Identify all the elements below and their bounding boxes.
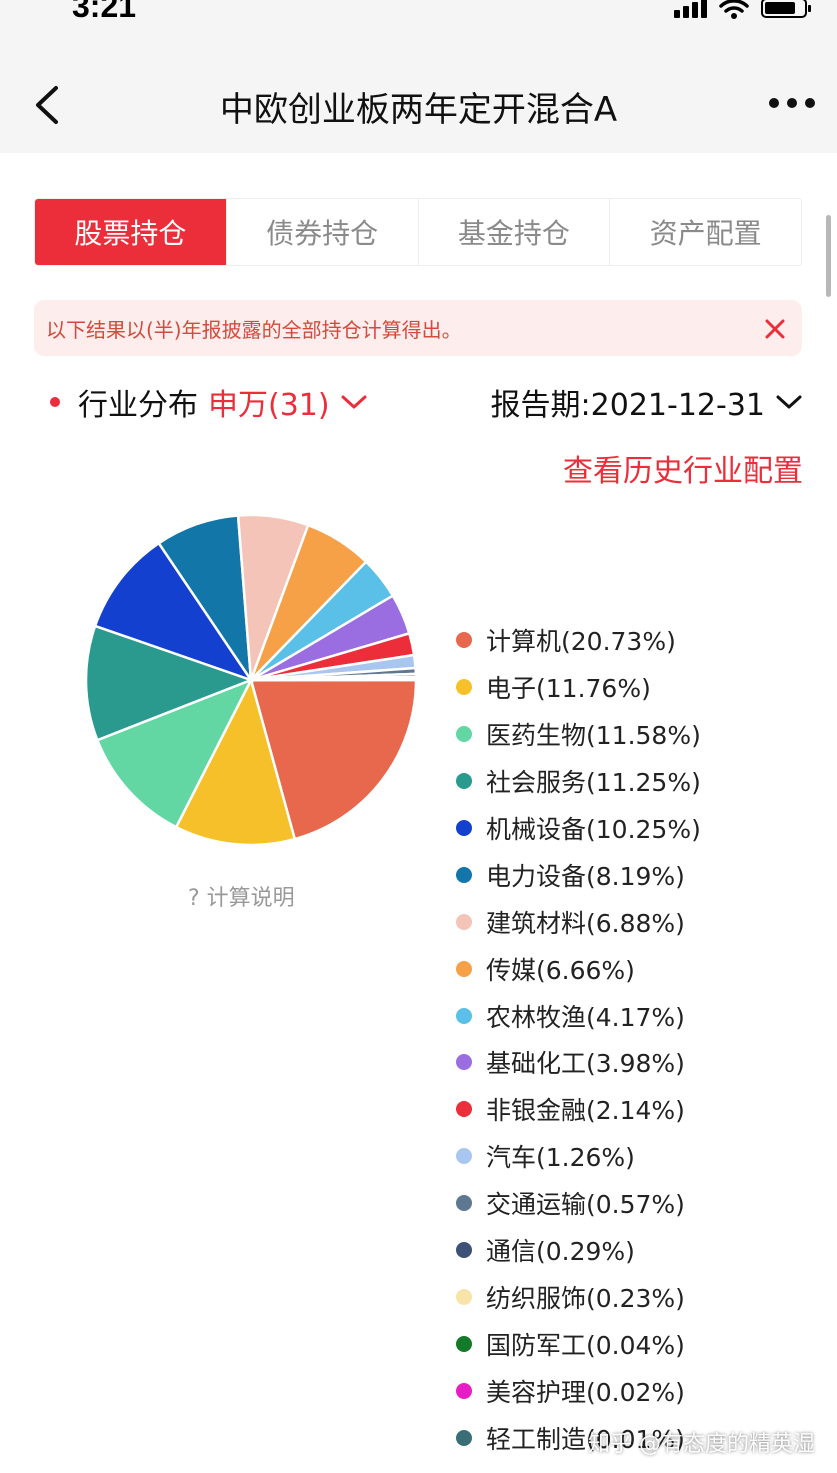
legend-item[interactable]: 国防军工(0.04%): [456, 1320, 826, 1367]
legend-item[interactable]: 传媒(6.66%): [456, 945, 826, 992]
legend-label: 美容护理(0.02%): [486, 1377, 685, 1407]
legend-label: 非银金融(2.14%): [486, 1096, 685, 1126]
legend-label: 计算机(20.73%): [486, 627, 676, 657]
pie-slice-3[interactable]: [84, 624, 255, 742]
legend-label: 纺织服饰(0.23%): [486, 1283, 685, 1313]
industry-label: 行业分布: [78, 388, 198, 423]
more-options-icon[interactable]: [769, 95, 815, 111]
holdings-tabs: 股票持仓 债券持仓 基金持仓 资产配置: [34, 198, 802, 266]
disclosure-notice: 以下结果以(半)年报披露的全部持仓计算得出。: [34, 300, 802, 356]
legend-color-dot: [456, 632, 472, 649]
legend-label: 传媒(6.66%): [486, 955, 635, 985]
pie-slice-0[interactable]: [249, 678, 418, 841]
industry-header: 行业分布 申万(31): [50, 380, 368, 424]
legend-label: 医药生物(11.58%): [486, 721, 701, 751]
bullet-dot: [50, 397, 60, 407]
scrollbar[interactable]: [826, 215, 831, 297]
industry-source-selector[interactable]: 申万(31): [208, 388, 330, 423]
legend-color-dot: [456, 679, 472, 696]
legend-item[interactable]: 汽车(1.26%): [456, 1133, 826, 1180]
pie-slice-1[interactable]: [174, 676, 297, 847]
tab-bond-holdings[interactable]: 债券持仓: [226, 199, 419, 265]
industry-legend: 计算机(20.73%) 电子(11.76%) 医药生物(11.58%) 社会服务(11…: [456, 617, 826, 1461]
legend-color-dot: [456, 1335, 472, 1352]
industry-pie-chart: [84, 513, 418, 847]
legend-label: 汽车(1.26%): [486, 1143, 635, 1173]
legend-item[interactable]: 非银金融(2.14%): [456, 1086, 826, 1133]
status-bar: 3:21: [0, 0, 837, 40]
legend-label: 农林牧渔(4.17%): [486, 1002, 685, 1032]
legend-color-dot: [456, 1429, 472, 1446]
legend-color-dot: [456, 1195, 472, 1212]
legend-item[interactable]: 交通运输(0.57%): [456, 1180, 826, 1227]
legend-color-dot: [456, 913, 472, 930]
history-industry-link[interactable]: 查看历史行业配置: [563, 454, 803, 489]
close-icon[interactable]: [762, 313, 788, 343]
legend-color-dot: [456, 866, 472, 883]
legend-color-dot: [456, 960, 472, 977]
battery-icon: [761, 0, 811, 18]
legend-label: 国防军工(0.04%): [486, 1330, 685, 1360]
signal-icon: [674, 0, 707, 18]
wifi-icon: [719, 0, 749, 19]
chevron-down-icon: [776, 395, 802, 409]
tab-fund-holdings[interactable]: 基金持仓: [418, 199, 611, 265]
legend-label: 通信(0.29%): [486, 1237, 635, 1267]
legend-label: 基础化工(3.98%): [486, 1049, 685, 1079]
watermark: 知乎 @有态度的精英湿: [588, 1432, 815, 1457]
legend-item[interactable]: 计算机(20.73%): [456, 617, 826, 664]
legend-color-dot: [456, 1148, 472, 1165]
calculation-note-link[interactable]: ? 计算说明: [188, 886, 295, 911]
legend-label: 社会服务(11.25%): [486, 768, 701, 798]
back-icon[interactable]: [30, 80, 70, 130]
legend-item[interactable]: 美容护理(0.02%): [456, 1367, 826, 1414]
legend-item[interactable]: 电力设备(8.19%): [456, 851, 826, 898]
legend-label: 交通运输(0.57%): [486, 1190, 685, 1220]
page-title: 中欧创业板两年定开混合A: [219, 90, 618, 130]
legend-color-dot: [456, 1288, 472, 1305]
legend-color-dot: [456, 1382, 472, 1399]
report-period: 报告期:2021-12-31: [490, 388, 765, 423]
tab-asset-allocation[interactable]: 资产配置: [610, 199, 801, 265]
legend-item[interactable]: 社会服务(11.25%): [456, 758, 826, 805]
legend-color-dot: [456, 726, 472, 743]
pie-slice-4[interactable]: [93, 541, 255, 683]
legend-item[interactable]: 医药生物(11.58%): [456, 711, 826, 758]
legend-label: 建筑材料(6.88%): [486, 908, 685, 938]
status-icons: [674, 0, 811, 20]
notice-text: 以下结果以(半)年报披露的全部持仓计算得出。: [46, 317, 462, 342]
legend-color-dot: [456, 1101, 472, 1118]
legend-color-dot: [456, 1242, 472, 1259]
report-period-selector[interactable]: 报告期:2021-12-31: [491, 380, 803, 424]
legend-label: 电子(11.76%): [486, 674, 651, 704]
legend-color-dot: [456, 1054, 472, 1071]
legend-item[interactable]: 建筑材料(6.88%): [456, 898, 826, 945]
legend-label: 电力设备(8.19%): [486, 861, 685, 891]
legend-color-dot: [456, 820, 472, 836]
legend-item[interactable]: 电子(11.76%): [456, 664, 826, 711]
legend-label: 轻工制造(0.01%): [486, 1424, 685, 1454]
tab-stock-holdings[interactable]: 股票持仓: [35, 199, 227, 265]
chevron-down-icon[interactable]: [340, 393, 368, 411]
legend-color-dot: [456, 773, 472, 790]
legend-item[interactable]: 轻工制造(0.01%): [456, 1414, 826, 1461]
legend-color-dot: [456, 1007, 472, 1024]
legend-item[interactable]: 通信(0.29%): [456, 1227, 826, 1274]
legend-item[interactable]: 农林牧渔(4.17%): [456, 992, 826, 1039]
nav-bar: 中欧创业板两年定开混合A: [0, 40, 837, 153]
legend-item[interactable]: 纺织服饰(0.23%): [456, 1273, 826, 1320]
legend-label: 机械设备(10.25%): [486, 815, 701, 844]
legend-item[interactable]: 基础化工(3.98%): [456, 1039, 826, 1086]
status-time: 3:21: [72, 0, 137, 24]
legend-item[interactable]: 机械设备(10.25%): [456, 805, 826, 852]
pie-slice-2[interactable]: [95, 677, 254, 829]
